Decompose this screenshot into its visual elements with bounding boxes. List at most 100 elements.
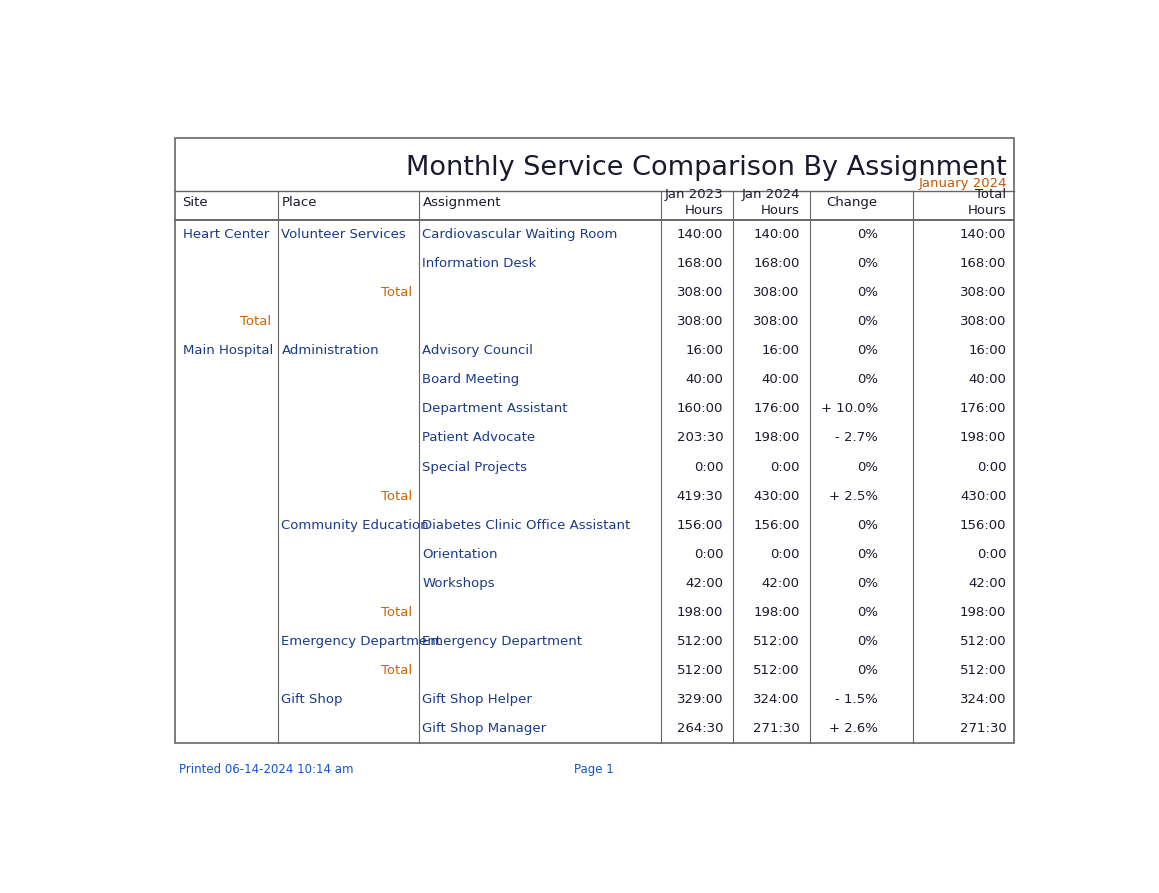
Text: 308:00: 308:00 (960, 315, 1006, 328)
Text: 0%: 0% (857, 461, 877, 473)
Text: 308:00: 308:00 (753, 286, 800, 299)
Text: 0%: 0% (857, 286, 877, 299)
Text: 198:00: 198:00 (960, 431, 1006, 445)
Text: 168:00: 168:00 (753, 257, 800, 270)
Text: Heart Center: Heart Center (183, 228, 269, 241)
Text: 198:00: 198:00 (960, 605, 1006, 619)
Text: Board Meeting: Board Meeting (422, 373, 519, 387)
Text: Total: Total (381, 489, 413, 503)
Text: 198:00: 198:00 (753, 605, 800, 619)
Text: 271:30: 271:30 (753, 722, 800, 735)
Text: Total: Total (381, 664, 413, 677)
Text: 203:30: 203:30 (677, 431, 723, 445)
Text: Printed 06-14-2024 10:14 am: Printed 06-14-2024 10:14 am (178, 763, 353, 776)
Text: 40:00: 40:00 (685, 373, 723, 387)
Text: 176:00: 176:00 (753, 403, 800, 415)
Text: 0:00: 0:00 (771, 547, 800, 561)
Text: 0%: 0% (857, 635, 877, 648)
Text: Total
Hours: Total Hours (968, 188, 1006, 217)
Text: 42:00: 42:00 (685, 577, 723, 589)
Text: Information Desk: Information Desk (422, 257, 537, 270)
Text: 512:00: 512:00 (960, 635, 1006, 648)
Text: 176:00: 176:00 (960, 403, 1006, 415)
Text: 512:00: 512:00 (677, 635, 723, 648)
Text: + 2.6%: + 2.6% (829, 722, 877, 735)
Text: 0%: 0% (857, 315, 877, 328)
Text: 0:00: 0:00 (694, 461, 723, 473)
Text: 140:00: 140:00 (753, 228, 800, 241)
Text: 0:00: 0:00 (977, 547, 1006, 561)
Text: 0:00: 0:00 (977, 461, 1006, 473)
Text: Jan 2024
Hours: Jan 2024 Hours (742, 188, 800, 217)
Text: 308:00: 308:00 (677, 315, 723, 328)
Text: 430:00: 430:00 (960, 489, 1006, 503)
Text: 0%: 0% (857, 257, 877, 270)
Text: Total: Total (240, 315, 271, 328)
Text: Total: Total (381, 605, 413, 619)
Text: Page 1: Page 1 (574, 763, 614, 776)
Text: 16:00: 16:00 (761, 344, 800, 357)
Text: Assignment: Assignment (422, 196, 501, 209)
Text: Site: Site (183, 196, 209, 209)
Text: 40:00: 40:00 (969, 373, 1006, 387)
Text: Department Assistant: Department Assistant (422, 403, 568, 415)
Text: 42:00: 42:00 (761, 577, 800, 589)
Text: 512:00: 512:00 (753, 635, 800, 648)
Text: 156:00: 156:00 (753, 519, 800, 531)
Text: Monthly Service Comparison By Assignment: Monthly Service Comparison By Assignment (407, 155, 1007, 181)
Text: 0%: 0% (857, 577, 877, 589)
Text: 168:00: 168:00 (677, 257, 723, 270)
Text: 0:00: 0:00 (771, 461, 800, 473)
Text: + 10.0%: + 10.0% (821, 403, 877, 415)
Text: Gift Shop Helper: Gift Shop Helper (422, 693, 532, 706)
Text: 308:00: 308:00 (960, 286, 1006, 299)
Text: Orientation: Orientation (422, 547, 498, 561)
Text: Total: Total (381, 286, 413, 299)
Text: 329:00: 329:00 (677, 693, 723, 706)
Text: 308:00: 308:00 (677, 286, 723, 299)
Text: 512:00: 512:00 (677, 664, 723, 677)
Text: Special Projects: Special Projects (422, 461, 527, 473)
Text: Main Hospital: Main Hospital (183, 344, 272, 357)
Text: 0%: 0% (857, 664, 877, 677)
Text: Gift Shop: Gift Shop (282, 693, 343, 706)
Text: 168:00: 168:00 (960, 257, 1006, 270)
Text: January 2024: January 2024 (919, 178, 1007, 190)
Text: Jan 2023
Hours: Jan 2023 Hours (665, 188, 723, 217)
Text: 512:00: 512:00 (960, 664, 1006, 677)
Text: 0%: 0% (857, 373, 877, 387)
Text: 324:00: 324:00 (960, 693, 1006, 706)
Text: 16:00: 16:00 (685, 344, 723, 357)
Text: 156:00: 156:00 (960, 519, 1006, 531)
Text: 156:00: 156:00 (677, 519, 723, 531)
Text: 0:00: 0:00 (694, 547, 723, 561)
Text: - 1.5%: - 1.5% (836, 693, 877, 706)
Text: 430:00: 430:00 (753, 489, 800, 503)
Bar (175, 138, 1014, 743)
Text: 198:00: 198:00 (677, 605, 723, 619)
Text: Community Education: Community Education (282, 519, 429, 531)
Text: 271:30: 271:30 (960, 722, 1006, 735)
Text: 40:00: 40:00 (761, 373, 800, 387)
Text: 140:00: 140:00 (960, 228, 1006, 241)
Text: 308:00: 308:00 (753, 315, 800, 328)
Text: 0%: 0% (857, 519, 877, 531)
Text: Diabetes Clinic Office Assistant: Diabetes Clinic Office Assistant (422, 519, 630, 531)
Text: 140:00: 140:00 (677, 228, 723, 241)
Text: Workshops: Workshops (422, 577, 495, 589)
Text: 0%: 0% (857, 344, 877, 357)
Text: 198:00: 198:00 (753, 431, 800, 445)
Text: 512:00: 512:00 (753, 664, 800, 677)
Text: Emergency Department: Emergency Department (422, 635, 583, 648)
Text: 419:30: 419:30 (677, 489, 723, 503)
Text: Emergency Department: Emergency Department (282, 635, 442, 648)
Text: Change: Change (826, 196, 877, 209)
Text: Patient Advocate: Patient Advocate (422, 431, 535, 445)
Text: Volunteer Services: Volunteer Services (282, 228, 406, 241)
Text: Cardiovascular Waiting Room: Cardiovascular Waiting Room (422, 228, 618, 241)
Text: Place: Place (282, 196, 316, 209)
Text: - 2.7%: - 2.7% (836, 431, 877, 445)
Text: Advisory Council: Advisory Council (422, 344, 533, 357)
Text: 0%: 0% (857, 547, 877, 561)
Text: + 2.5%: + 2.5% (829, 489, 877, 503)
